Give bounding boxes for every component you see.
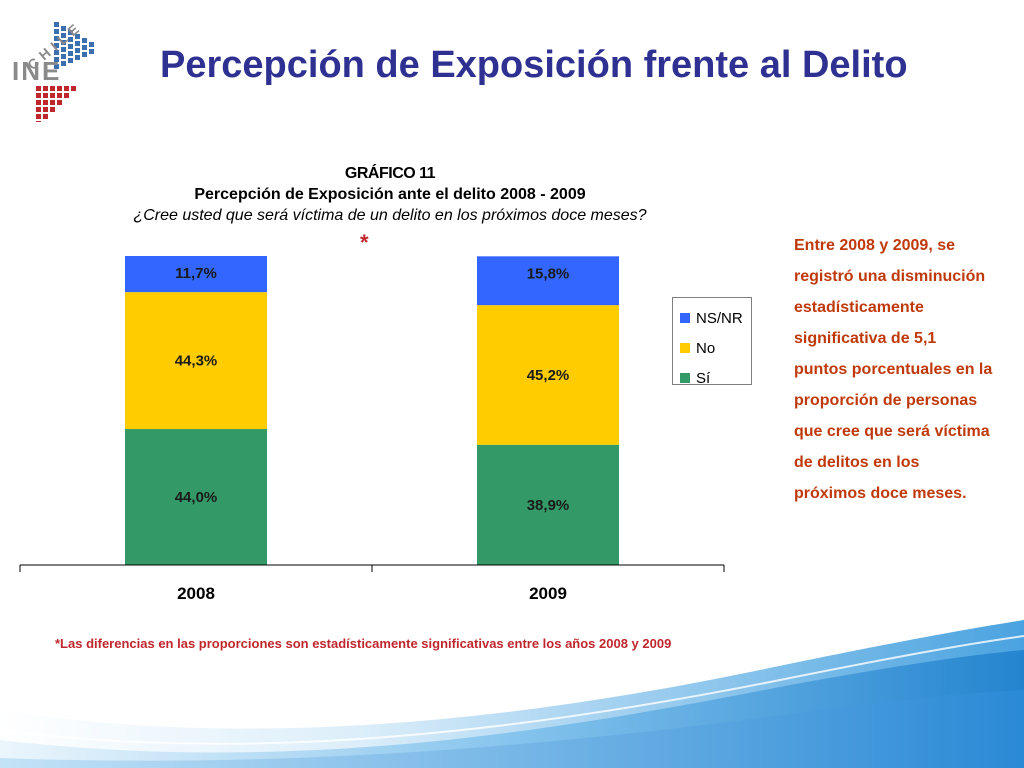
logo-dots-red (36, 86, 76, 122)
x-tick-label: 2008 (177, 584, 215, 603)
logo-dot (57, 100, 62, 105)
bar-segment (125, 429, 267, 565)
logo-dot (75, 34, 80, 39)
significance-asterisk: * (360, 230, 369, 255)
logo-dot (61, 40, 66, 45)
logo-dot (89, 49, 94, 54)
data-label: 38,9% (527, 497, 570, 514)
chart-number: GRÁFICO 11 (344, 165, 436, 182)
logo-dot (54, 43, 59, 48)
data-label: 15,8% (527, 265, 570, 282)
logo-dot (89, 42, 94, 47)
logo-dot (43, 93, 48, 98)
logo-dot (82, 45, 87, 50)
logo-dot (68, 44, 73, 49)
logo-dot (54, 64, 59, 69)
logo-dot (36, 86, 41, 91)
bar-segment (125, 256, 267, 293)
x-tick-label: 2009 (529, 584, 567, 603)
logo-dot (43, 114, 48, 119)
legend-swatch (680, 343, 690, 353)
logo-dot (82, 38, 87, 43)
logo-dot (43, 100, 48, 105)
bar-segment (477, 444, 619, 565)
logo-dot (68, 37, 73, 42)
logo-dot (43, 86, 48, 91)
logo-dot (54, 36, 59, 41)
chart-legend: NS/NR No Sí (672, 297, 752, 387)
legend-swatch (680, 373, 690, 383)
footnote: *Las diferencias en las proporciones son… (55, 636, 672, 651)
logo-dot (54, 22, 59, 27)
logo-dot (61, 33, 66, 38)
logo-dot (61, 26, 66, 31)
logo-dot (64, 86, 69, 91)
logo-dot (50, 100, 55, 105)
logo-dot (54, 50, 59, 55)
x-axis: 2008 2009 (19, 564, 725, 603)
data-label: 44,0% (175, 489, 218, 506)
legend-label: No (696, 339, 716, 357)
legend-item: Sí (680, 363, 751, 393)
logo-dot (36, 100, 41, 105)
legend-label: NS/NR (696, 309, 743, 327)
data-label: 11,7% (175, 265, 217, 282)
logo-dot (75, 55, 80, 60)
chart-subtitle: ¿Cree usted que será víctima de un delit… (133, 207, 647, 224)
bar-segment (477, 305, 619, 445)
bars-group: 44,0% 44,3% 11,7% 38,9% 45,2% 15,8% (125, 256, 619, 565)
legend-label: Sí (696, 369, 711, 387)
data-label: 45,2% (527, 367, 570, 384)
logo-dot (54, 29, 59, 34)
legend-item: NS/NR (680, 303, 751, 333)
logo-dot (61, 54, 66, 59)
page-title: Percepción de Exposición frente al Delit… (160, 44, 908, 86)
logo-dot (68, 51, 73, 56)
logo-dot (36, 121, 41, 122)
logo-dot (75, 41, 80, 46)
ine-chile-logo: CHILE INE (12, 18, 94, 122)
logo-dot (57, 86, 62, 91)
logo-dot (54, 57, 59, 62)
logo-dot (64, 93, 69, 98)
logo-dot (61, 47, 66, 52)
logo-dot (43, 107, 48, 112)
logo-dots-blue (54, 22, 94, 69)
side-note: Entre 2008 y 2009, se registró una dismi… (794, 237, 993, 502)
logo-dot (75, 48, 80, 53)
logo-dot (57, 93, 62, 98)
legend-swatch (680, 313, 690, 323)
logo-dot (50, 107, 55, 112)
logo-bottom-text: INE (12, 56, 61, 86)
chart-title: Percepción de Exposición ante el delito … (194, 186, 586, 203)
data-label: 44,3% (175, 353, 218, 370)
logo-dot (36, 114, 41, 119)
logo-dot (36, 93, 41, 98)
logo-dot (68, 30, 73, 35)
legend-item: No (680, 333, 751, 363)
logo-dot (82, 52, 87, 57)
logo-dot (50, 93, 55, 98)
logo-dot (61, 61, 66, 66)
chart-header: GRÁFICO 11 Percepción de Exposición ante… (40, 163, 740, 227)
wave-background (0, 620, 1024, 768)
logo-dot (68, 58, 73, 63)
logo-dot (71, 86, 76, 91)
logo-dot (36, 107, 41, 112)
logo-dot (50, 86, 55, 91)
bar-segment (477, 256, 619, 306)
bar-segment (125, 292, 267, 430)
